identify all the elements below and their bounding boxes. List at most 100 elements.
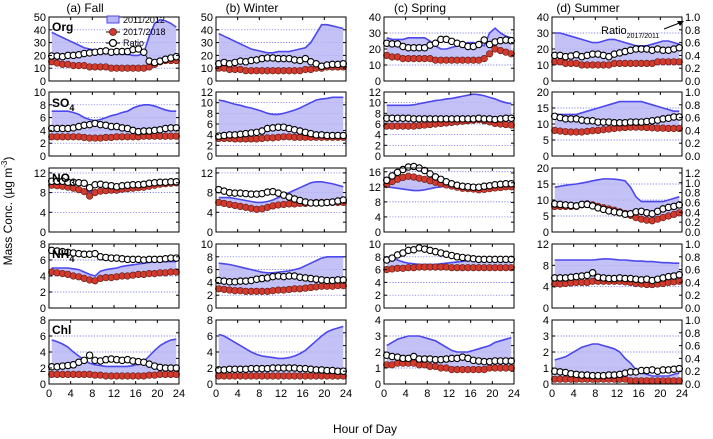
row-label-nh4: NH4 [52, 247, 74, 264]
y-tick-label: 4 [375, 277, 381, 289]
y-tick-label: 10 [201, 239, 213, 251]
x-tick-label: 24 [340, 388, 352, 400]
y-tick-label: 15 [537, 103, 549, 115]
y-tick-label: 50 [201, 12, 213, 24]
y-tick-label: 40 [537, 12, 549, 24]
y-tick-label: 0 [543, 303, 549, 315]
y-axis-label-sup: -3 [0, 160, 9, 168]
y-tick-label: 6 [207, 331, 213, 343]
ratio-tick-label: 0.0 [685, 227, 700, 239]
y-tick-label: 0 [375, 76, 381, 88]
y-tick-label: 3 [375, 331, 381, 343]
row-label-nh4-sub: 4 [69, 254, 74, 264]
y-tick-label: 6 [40, 113, 46, 125]
y-axis-label-close: ) [1, 157, 15, 161]
x-tick-label: 24 [173, 388, 185, 400]
x-tick-label: 16 [297, 388, 309, 400]
x-tick-label: 12 [443, 388, 455, 400]
ratio-tick-label: 0.0 [685, 379, 700, 391]
point-nh4-fall-2017 [172, 268, 180, 276]
x-tick-label: 12 [611, 388, 623, 400]
x-tick-label: 20 [486, 388, 498, 400]
y-tick-label: 2 [375, 290, 381, 302]
y-tick-label: 8 [40, 188, 46, 200]
y-tick-label: 5 [543, 135, 549, 147]
y-tick-label: 4 [40, 207, 46, 219]
y-tick-label: 8 [207, 188, 213, 200]
y-tick-label: 4 [40, 125, 46, 137]
y-tick-label: 6 [40, 331, 46, 343]
line-so4-winter-2011 [218, 96, 344, 116]
col-title-winter: (b) Winter [226, 1, 279, 15]
y-tick-label: 4 [40, 271, 46, 283]
y-tick-label: 6 [375, 265, 381, 277]
y-tick-label: 4 [375, 130, 381, 142]
y-tick-label: 10 [369, 239, 381, 251]
point-org-spring-2017 [480, 54, 488, 63]
y-tick-label: 0 [40, 76, 46, 88]
point-no3-fall-2017 [80, 188, 88, 196]
y-tick-label: 40 [369, 12, 381, 24]
y-tick-label: 8 [207, 108, 213, 120]
ratio-axis-label-main: Ratio [601, 25, 627, 37]
x-tick-label: 16 [633, 388, 645, 400]
y-tick-label: 10 [369, 98, 381, 110]
legend-label-2017: 2017/2018 [123, 27, 166, 37]
x-tick-label: 0 [46, 388, 52, 400]
y-tick-label: 0 [40, 303, 46, 315]
x-tick-label: 8 [256, 388, 262, 400]
x-tick-label: 20 [654, 388, 666, 400]
y-axis-label-main: Mass Conc. (µg m [1, 168, 15, 266]
ratio-tick-label: 0.6 [685, 38, 700, 50]
x-tick-label: 4 [68, 388, 74, 400]
y-tick-label: 4 [207, 277, 213, 289]
point-org-winter-ratio [301, 54, 310, 63]
y-tick-label: 0 [40, 151, 46, 163]
row-label-so4-sub: 4 [69, 103, 74, 113]
y-tick-label: 0 [543, 151, 549, 163]
y-tick-label: 2 [207, 290, 213, 302]
col-title-summer: (d) Summer [556, 1, 619, 15]
point-chl-fall-ratio [80, 356, 88, 365]
y-tick-label: 4 [375, 315, 381, 327]
y-tick-label: 12 [369, 182, 381, 194]
point-no3-fall-ratio [80, 179, 88, 188]
ratio-axis-label: Ratio2017/2011 [601, 25, 659, 40]
legend-label-2011: 2011/2012 [123, 15, 165, 25]
y-tick-label: 20 [537, 163, 549, 175]
ratio-tick-label: 1.0 [685, 239, 700, 251]
ratio-tick-label: 0.4 [685, 353, 700, 365]
x-tick-label: 20 [151, 388, 163, 400]
row-label-so4: SO4 [52, 96, 74, 113]
y-tick-label: 5 [543, 211, 549, 223]
ratio-tick-label: 0.8 [685, 328, 700, 340]
x-tick-label: 4 [403, 388, 409, 400]
ratio-tick-label: 0.6 [685, 265, 700, 277]
row-label-no3-sub: 3 [70, 178, 75, 188]
y-tick-label: 4 [543, 315, 549, 327]
y-tick-label: 8 [375, 108, 381, 120]
point-no3-fall-2017 [86, 192, 94, 200]
area-org-spring-difference [386, 28, 512, 61]
ratio-tick-label: 1.0 [685, 315, 700, 327]
ratio-tick-label: 0.0 [685, 303, 700, 315]
point-org-spring-ratio [431, 39, 440, 47]
y-tick-label: 0 [207, 227, 213, 239]
y-tick-label: 20 [537, 87, 549, 99]
ratio-tick-label: 0.8 [685, 252, 700, 264]
y-tick-label: 0 [207, 379, 213, 391]
y-tick-label: 0 [207, 151, 213, 163]
point-so4-fall-2017 [172, 132, 180, 140]
point-chl-fall-ratio [85, 351, 94, 359]
col-title-spring: (c) Spring [394, 1, 446, 15]
line-chl-spring-2011 [386, 335, 512, 353]
y-tick-label: 30 [369, 28, 381, 40]
y-tick-label: 20 [537, 44, 549, 56]
ratio-tick-label: 1.0 [685, 178, 700, 190]
x-tick-label: 12 [275, 388, 287, 400]
line-chl-fall-2011 [51, 338, 177, 368]
y-tick-label: 12 [369, 87, 381, 99]
x-axis-label: Hour of Day [333, 422, 397, 436]
x-tick-label: 8 [592, 388, 598, 400]
point-nh4-summer-ratio [588, 269, 597, 277]
